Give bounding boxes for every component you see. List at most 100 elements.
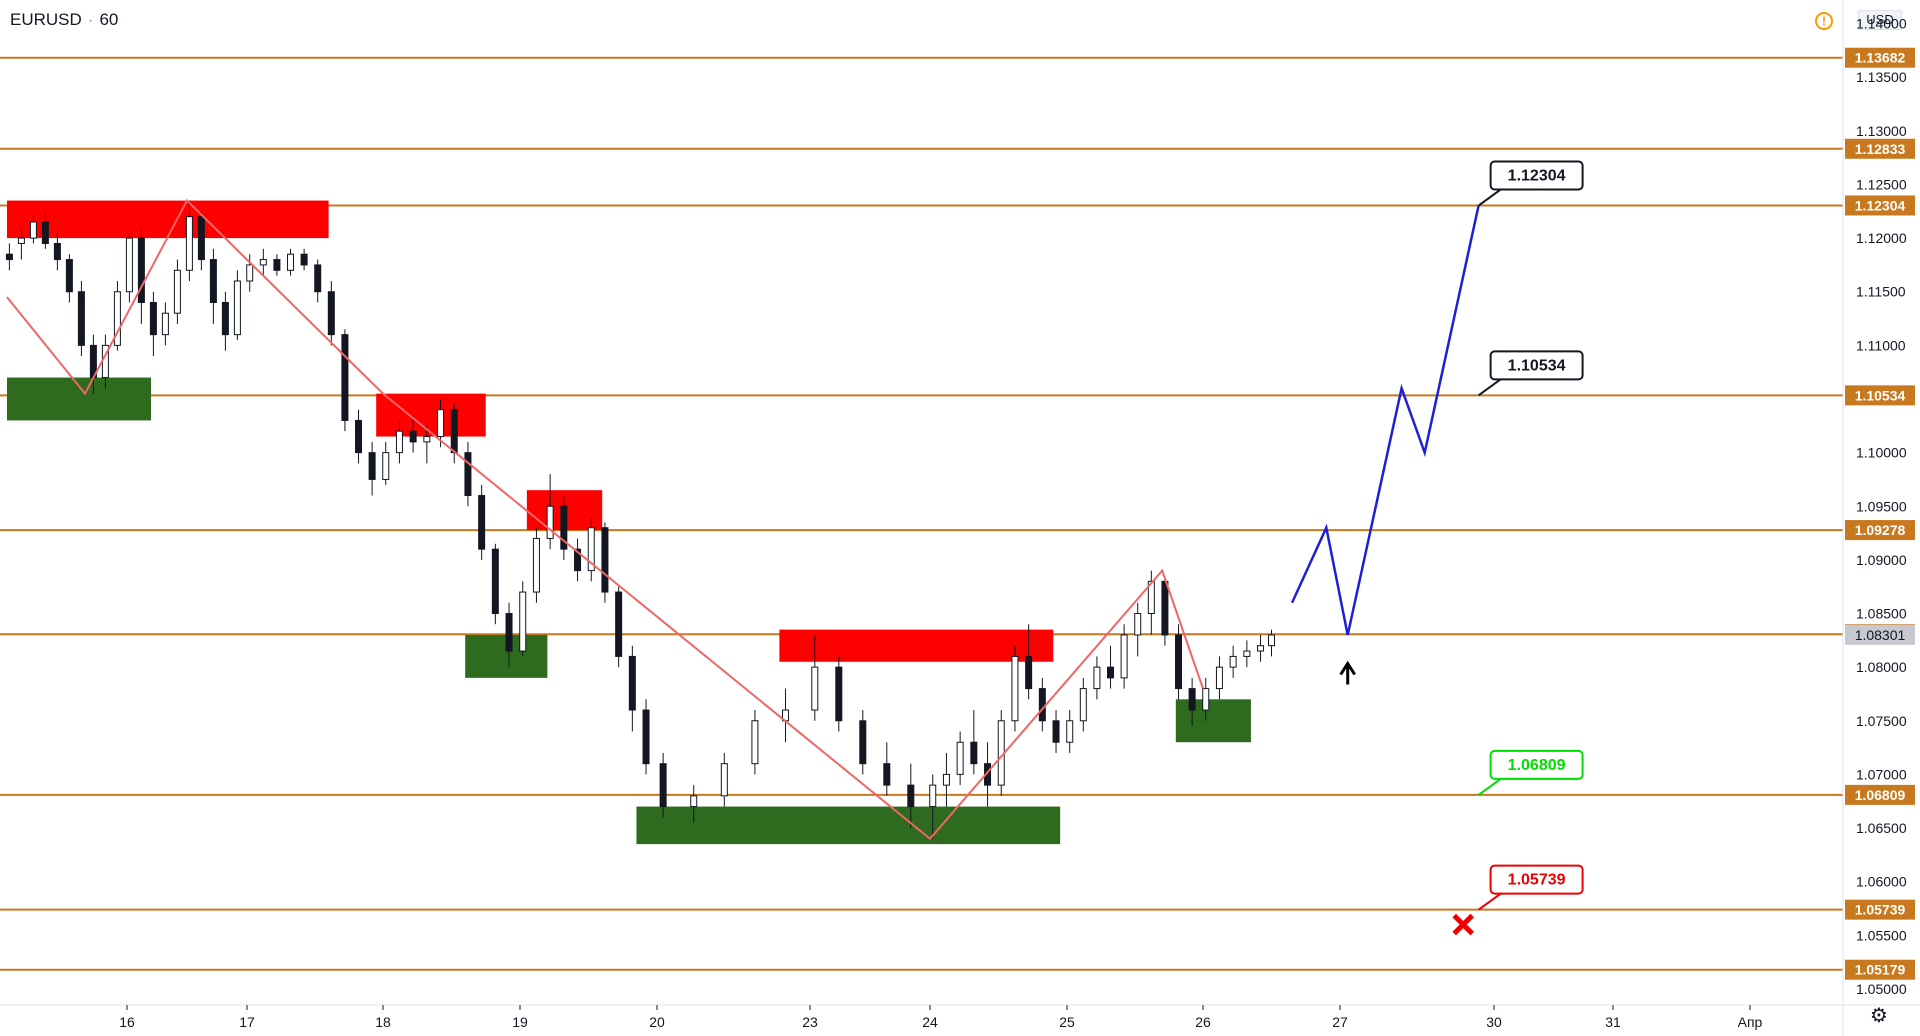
candle-body (1066, 720, 1074, 743)
level-price-tag (1845, 385, 1915, 406)
level-price-tag (1845, 899, 1915, 920)
price-axis[interactable]: 1.14000 1.13500 1.13000 1.12500 1.12000 1.115… (1842, 0, 1915, 1036)
callout-pointer (1478, 892, 1502, 911)
candle-body (601, 527, 609, 593)
candle-body (1229, 655, 1237, 668)
candle-body (642, 709, 650, 765)
time-axis[interactable]: 16 17 18 19 20 23 24 25 26 27 30 31 Апр (0, 1004, 1920, 1030)
candle-body (859, 720, 867, 765)
candle-body (382, 452, 390, 480)
candle-body (615, 591, 623, 657)
candle-body (1107, 666, 1115, 679)
x-tick-label: 23 (802, 1014, 818, 1030)
candle-body (423, 436, 431, 443)
y-tick-label: 1.12000 (1856, 230, 1907, 246)
candle-body (546, 505, 554, 539)
candle-body (341, 334, 349, 421)
callouts: 1.12304 1.10534 1.06809 1.05739 (1339, 160, 1584, 936)
candle-body (221, 301, 229, 336)
x-tick-label: 24 (922, 1014, 938, 1030)
x-tick-label: 18 (375, 1014, 391, 1030)
y-tick-label: 1.14000 (1856, 16, 1907, 32)
symbol-header[interactable]: EURUSD · 60 (10, 10, 118, 30)
candle-body (532, 537, 540, 593)
candle-body (137, 237, 145, 303)
candle-body (246, 264, 254, 282)
candle-body (1147, 580, 1155, 615)
demand-zone (636, 806, 1061, 845)
level-price-tag (1845, 47, 1915, 68)
candle-body (395, 430, 403, 454)
candle-body (970, 741, 978, 765)
candle-body (883, 763, 891, 786)
candles (5, 200, 1275, 839)
y-tick-label: 1.10000 (1856, 445, 1907, 461)
candle-body (409, 430, 417, 443)
candle-body (437, 409, 445, 438)
candle-body (197, 216, 205, 261)
arrow-up-icon (1339, 660, 1356, 685)
zones (7, 200, 1251, 845)
candle-body (1093, 666, 1101, 690)
supply-zone (376, 393, 486, 437)
candle-body (751, 720, 759, 765)
candle-body (53, 242, 61, 261)
y-tick-label: 1.07500 (1856, 713, 1907, 729)
x-tick-label: 16 (119, 1014, 135, 1030)
x-tick-label: 26 (1195, 1014, 1211, 1030)
x-tick-label: 19 (512, 1014, 528, 1030)
candle-body (5, 253, 13, 261)
callout-label: 1.10534 (1508, 357, 1566, 374)
candle-body (907, 784, 915, 808)
level-price-label: 1.09278 (1855, 522, 1906, 538)
level-price-label: 1.12833 (1855, 141, 1906, 157)
candle-body (113, 291, 121, 346)
currency-badge[interactable]: USD (1858, 10, 1902, 30)
candle-body (1038, 688, 1046, 722)
level-price-tag (1845, 138, 1915, 159)
projection-line (1290, 205, 1480, 636)
candle-body (720, 763, 728, 797)
callout-label: 1.12304 (1508, 168, 1566, 185)
gear-icon[interactable]: ⚙ (1870, 1005, 1888, 1027)
candle-body (125, 237, 133, 293)
last-price-label: 1.08301 (1855, 627, 1906, 643)
demand-zone (1175, 699, 1251, 743)
candle-body (491, 548, 499, 615)
candle-body (811, 666, 819, 711)
level-price-tag (1845, 520, 1915, 541)
candle-body (587, 527, 595, 572)
candle-body (209, 259, 217, 303)
callout-box (1489, 350, 1584, 381)
candle-body (505, 613, 513, 652)
projection-path (1290, 205, 1480, 636)
candle-body (327, 291, 335, 336)
y-tick-label: 1.09500 (1856, 498, 1907, 514)
warning-icon[interactable]: ! (1815, 12, 1833, 30)
candle-body (450, 409, 458, 454)
y-tick-label: 1.08000 (1856, 659, 1907, 675)
candle-body (1079, 688, 1087, 722)
callout-label: 1.06809 (1508, 757, 1566, 774)
x-tick-label: 17 (239, 1014, 255, 1030)
x-tick-label: 31 (1605, 1014, 1621, 1030)
candle-body (65, 259, 73, 293)
level-price-label: 1.12304 (1855, 198, 1906, 214)
candle-body (929, 784, 937, 808)
callout-box (1489, 160, 1584, 191)
symbol-name: EURUSD (10, 10, 82, 29)
y-tick-label: 1.05000 (1856, 981, 1907, 997)
candle-body (1188, 688, 1196, 711)
zigzag-line (6, 198, 1204, 841)
candle-body (574, 548, 582, 572)
y-tick-label: 1.05500 (1856, 927, 1907, 943)
callout-box (1489, 749, 1584, 780)
callout-pointer (1478, 778, 1502, 796)
level-price-label: 1.06809 (1855, 787, 1906, 803)
candle-body (161, 312, 169, 336)
callout-box (1489, 864, 1584, 895)
demand-zone (7, 377, 151, 421)
level-price-label: 1.10534 (1855, 387, 1906, 403)
candle-body (1052, 720, 1060, 743)
